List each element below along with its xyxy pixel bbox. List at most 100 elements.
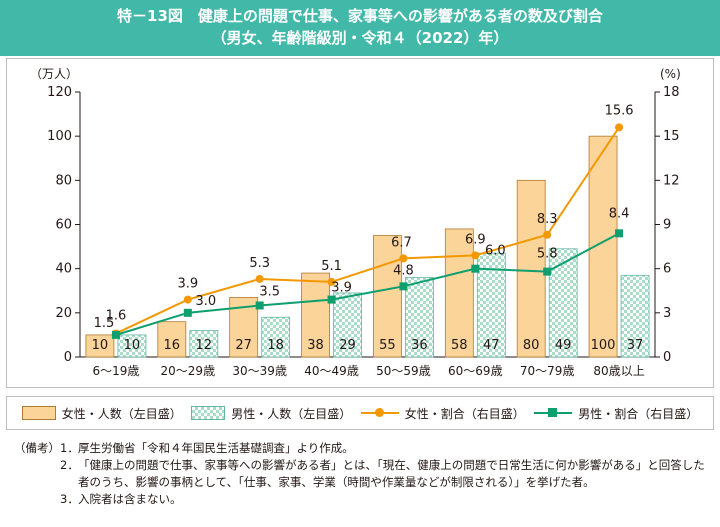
male-rate-point bbox=[111, 330, 120, 339]
note-row-1: （備考） 1． 厚生労働省「令和４年国民生活基礎調査」より作成。 bbox=[14, 440, 714, 457]
line-label-female: 15.6 bbox=[605, 103, 634, 118]
bar-label-male: 29 bbox=[339, 338, 356, 353]
bar-male bbox=[261, 316, 291, 358]
bar-label-female: 100 bbox=[591, 338, 616, 353]
male-rate-point bbox=[255, 301, 264, 310]
left-tick-label: 40 bbox=[55, 262, 72, 277]
bar-label-male: 49 bbox=[555, 338, 572, 353]
line-label-female: 6.9 bbox=[465, 232, 486, 247]
bar-label-female: 55 bbox=[379, 338, 396, 353]
right-axis-unit: (%) bbox=[660, 67, 681, 81]
x-tick-label: 70～79歳 bbox=[520, 364, 575, 378]
legend: 女性・人数（左目盛） 男性・人数（左目盛） 女性・割合（右目盛） 男性・割合（右… bbox=[6, 396, 714, 430]
line-label-male: 8.4 bbox=[609, 206, 630, 221]
note-text: 入院者は含まない。 bbox=[78, 492, 182, 506]
line-label-male: 1.5 bbox=[94, 316, 115, 331]
notes-head: （備考） bbox=[14, 441, 60, 455]
left-tick-label: 0 bbox=[64, 350, 72, 365]
chart-subtitle: （男女、年齢階級別・令和４（2022）年） bbox=[211, 29, 509, 47]
line-label-male: 5.8 bbox=[537, 247, 558, 262]
bar-male bbox=[548, 248, 578, 358]
legend-swatch-female-line bbox=[360, 407, 399, 419]
notes: （備考） 1． 厚生労働省「令和４年国民生活基礎調査」より作成。 2． 「健康上… bbox=[14, 440, 714, 508]
line-label-male: 3.5 bbox=[259, 284, 280, 299]
bar-female bbox=[85, 334, 115, 358]
female-rate-point bbox=[255, 274, 264, 283]
bar-female bbox=[301, 272, 330, 358]
female-rate-point bbox=[543, 230, 552, 239]
left-axis-unit: （万人） bbox=[30, 67, 78, 81]
female-rate-point bbox=[183, 295, 192, 304]
line-label-female: 6.7 bbox=[391, 235, 412, 250]
bar-female bbox=[516, 179, 546, 358]
male-rate-point bbox=[183, 308, 192, 317]
bar-female bbox=[444, 228, 474, 358]
left-tick-label: 60 bbox=[55, 218, 72, 233]
bar-label-male: 47 bbox=[483, 338, 500, 353]
line-label-female: 8.3 bbox=[537, 212, 558, 227]
bar-label-female: 27 bbox=[235, 338, 252, 353]
legend-item-female-bar: 女性・人数（左目盛） bbox=[21, 405, 182, 422]
note-row-3: 3． 入院者は含まない。 bbox=[14, 491, 714, 508]
right-tick-label: 9 bbox=[663, 218, 671, 233]
legend-label-male-bar: 男性・人数（左目盛） bbox=[231, 406, 352, 421]
female-rate-point bbox=[615, 123, 624, 132]
bar-label-male: 36 bbox=[411, 338, 428, 353]
bar-label-female: 58 bbox=[451, 338, 468, 353]
female-rate-point bbox=[327, 277, 336, 286]
line-label-female: 3.9 bbox=[177, 277, 198, 292]
bar-label-male: 10 bbox=[124, 338, 141, 353]
x-tick-label: 6～19歳 bbox=[92, 364, 139, 378]
bar-label-female: 10 bbox=[92, 338, 109, 353]
bar-male bbox=[405, 277, 434, 358]
legend-item-male-bar: 男性・人数（左目盛） bbox=[191, 405, 351, 422]
bar-male bbox=[333, 292, 362, 358]
x-tick-label: 60～69歳 bbox=[448, 364, 503, 378]
legend-item-male-line: 男性・割合（右目盛） bbox=[534, 405, 698, 422]
left-tick-label: 20 bbox=[55, 306, 72, 321]
bar-male bbox=[117, 334, 147, 358]
bar-label-female: 16 bbox=[164, 338, 181, 353]
bar-label-male: 18 bbox=[267, 338, 284, 353]
bar-label-male: 12 bbox=[196, 338, 213, 353]
x-tick-label: 40～49歳 bbox=[304, 364, 359, 378]
line-label-female: 5.3 bbox=[249, 256, 270, 271]
note-num: 1． bbox=[60, 441, 79, 455]
male-rate-point bbox=[543, 267, 552, 276]
female-rate-line bbox=[115, 126, 620, 335]
bar-male bbox=[189, 330, 219, 358]
line-label-male: 3.9 bbox=[331, 281, 352, 296]
bar-label-female: 80 bbox=[523, 338, 540, 353]
note-num: 3． bbox=[60, 492, 79, 506]
note-text: 厚生労働省「令和４年国民生活基礎調査」より作成。 bbox=[78, 441, 354, 455]
x-tick-label: 30～39歳 bbox=[232, 364, 287, 378]
male-rate-point bbox=[327, 295, 336, 304]
legend-swatch-male-line bbox=[534, 407, 573, 419]
line-label-male: 6.0 bbox=[485, 244, 506, 259]
line-label-male: 4.8 bbox=[393, 263, 414, 278]
right-tick-label: 15 bbox=[663, 129, 680, 144]
legend-label-female-line: 女性・割合（右目盛） bbox=[404, 406, 525, 421]
line-label-female: 1.6 bbox=[106, 308, 127, 323]
female-rate-point bbox=[471, 251, 480, 260]
right-tick-label: 12 bbox=[663, 173, 680, 188]
note-row-2: 2． 「健康上の問題で仕事、家事等への影響がある者」とは、「現在、健康上の問題で… bbox=[14, 457, 714, 491]
bar-label-female: 38 bbox=[307, 338, 324, 353]
left-tick-label: 80 bbox=[55, 173, 72, 188]
right-tick-label: 0 bbox=[663, 350, 671, 365]
legend-item-female-line: 女性・割合（右目盛） bbox=[360, 405, 525, 422]
male-rate-point bbox=[399, 282, 408, 291]
male-rate-point bbox=[471, 264, 480, 273]
x-tick-label: 20～29歳 bbox=[161, 364, 216, 378]
legend-swatch-male-bar bbox=[191, 406, 226, 420]
bar-male bbox=[620, 274, 650, 358]
bar-label-male: 37 bbox=[627, 338, 644, 353]
right-tick-label: 3 bbox=[663, 306, 671, 321]
line-label-female: 5.1 bbox=[321, 259, 342, 274]
title-band: 特－13図 健康上の問題で仕事、家事等への影響がある者の数及び割合 （男女、年齢… bbox=[0, 0, 720, 56]
note-num: 2． bbox=[60, 458, 79, 472]
male-rate-line bbox=[115, 232, 620, 336]
chart-title: 特－13図 健康上の問題で仕事、家事等への影響がある者の数及び割合 bbox=[117, 7, 603, 25]
male-rate-point bbox=[615, 229, 624, 238]
